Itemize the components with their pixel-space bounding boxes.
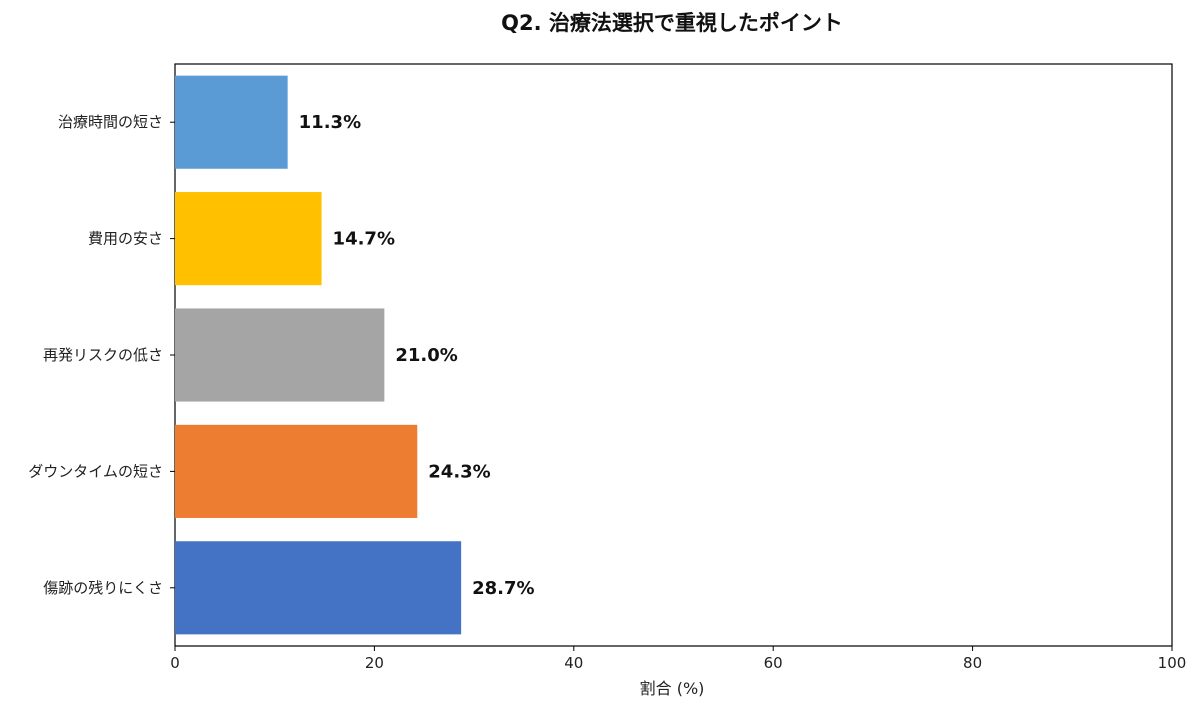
x-tick-label: 80 [963, 654, 982, 672]
bar [175, 75, 288, 169]
x-axis-ticks: 0 20 40 60 80 100 [170, 646, 1186, 672]
bar-value-label: 28.7% [472, 578, 534, 599]
category-label: 費用の安さ [88, 230, 163, 248]
bars-group: 11.3% 治療時間の短さ 14.7% 費用の安さ 21.0% 再発リスクの低さ 24.3%… [28, 75, 535, 635]
bar [175, 192, 322, 286]
bar-value-label: 11.3% [299, 112, 361, 133]
x-axis-label: 割合 (%) [640, 679, 705, 698]
bar-value-label: 24.3% [428, 461, 490, 482]
x-tick-label: 60 [764, 654, 783, 672]
category-label: 傷跡の残りにくさ [43, 579, 163, 597]
category-label: ダウンタイムの短さ [28, 462, 163, 480]
bar [175, 308, 385, 402]
category-label: 治療時間の短さ [58, 113, 163, 131]
x-tick-label: 40 [564, 654, 583, 672]
chart-title: Q2. 治療法選択で重視したポイント [501, 11, 843, 35]
bar [175, 424, 418, 518]
x-tick-label: 100 [1158, 654, 1187, 672]
bar [175, 541, 462, 635]
x-tick-label: 20 [365, 654, 384, 672]
bar-value-label: 14.7% [333, 229, 395, 250]
bar-value-label: 21.0% [395, 345, 457, 366]
x-tick-label: 0 [170, 654, 180, 672]
category-label: 再発リスクの低さ [43, 346, 163, 364]
